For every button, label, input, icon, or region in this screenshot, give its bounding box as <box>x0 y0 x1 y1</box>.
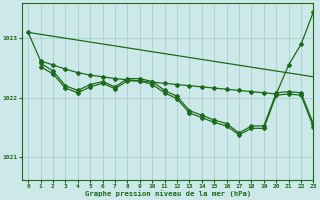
X-axis label: Graphe pression niveau de la mer (hPa): Graphe pression niveau de la mer (hPa) <box>84 190 251 197</box>
